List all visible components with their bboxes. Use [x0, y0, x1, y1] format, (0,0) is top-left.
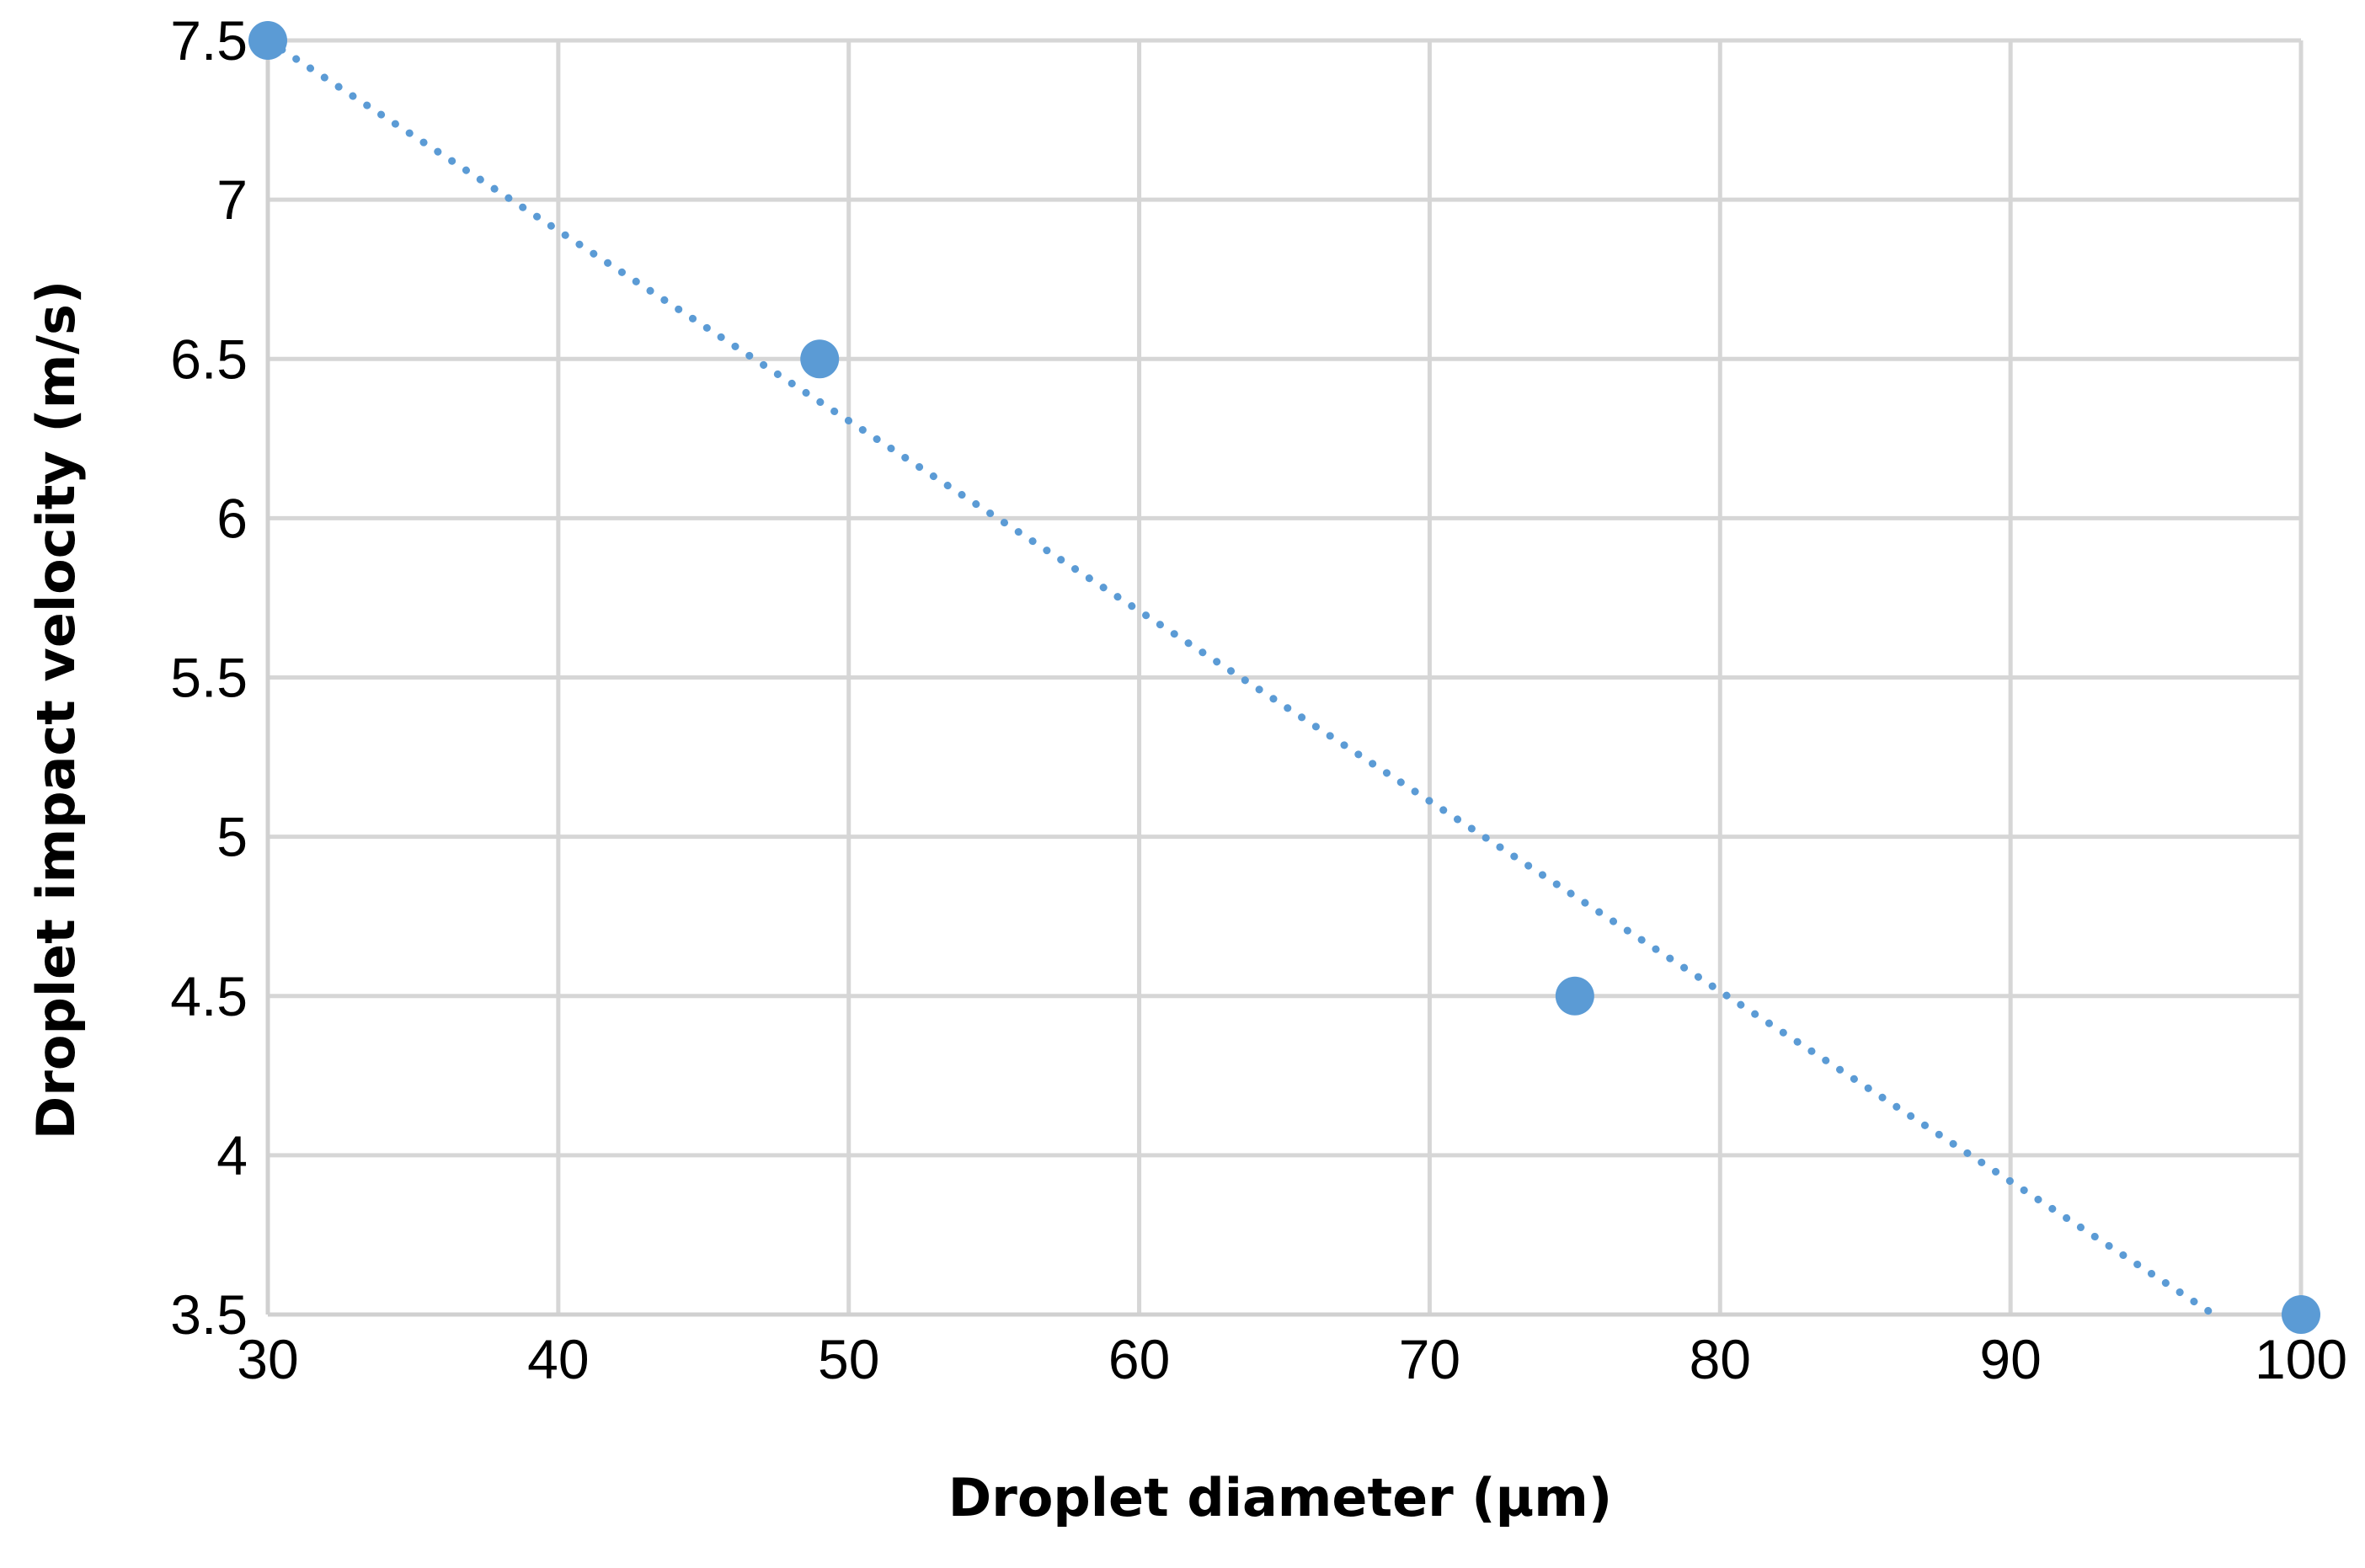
x-tick-label: 70	[1399, 1328, 1460, 1390]
x-tick-label: 100	[2255, 1328, 2347, 1390]
y-tick-labels: 3.5 4 4.5 5 5.5 6 6.5 7 7.5	[170, 9, 248, 1346]
x-tick-label: 30	[237, 1328, 298, 1390]
trendline	[264, 36, 2218, 1319]
data-point	[2282, 1295, 2320, 1334]
y-tick-label: 6.5	[170, 328, 248, 390]
axes	[265, 40, 2301, 1317]
x-tick-labels: 30 40 50 60 70 80 90 100	[237, 1328, 2347, 1390]
y-tick-label: 7.5	[170, 9, 248, 72]
y-tick-label: 4	[216, 1124, 248, 1187]
y-tick-label: 6	[216, 487, 248, 549]
x-tick-label: 90	[1979, 1328, 2041, 1390]
x-tick-label: 80	[1690, 1328, 1751, 1390]
data-point	[248, 21, 287, 60]
y-tick-label: 5.5	[170, 647, 248, 709]
data-points	[248, 21, 2320, 1334]
y-axis-title: Droplet impact velocity (m/s)	[25, 280, 87, 1139]
grid	[268, 38, 2304, 1317]
y-tick-label: 7	[216, 168, 248, 231]
x-tick-label: 60	[1108, 1328, 1170, 1390]
y-tick-label: 5	[216, 806, 248, 868]
x-tick-label: 40	[527, 1328, 589, 1390]
y-tick-label: 4.5	[170, 965, 248, 1027]
x-tick-label: 50	[818, 1328, 879, 1390]
x-axis-title: Droplet diameter (µm)	[948, 1467, 1612, 1528]
data-point	[1555, 976, 1594, 1016]
trendline-layer	[264, 36, 2218, 1319]
y-tick-label: 3.5	[170, 1283, 248, 1346]
data-point	[800, 339, 840, 379]
